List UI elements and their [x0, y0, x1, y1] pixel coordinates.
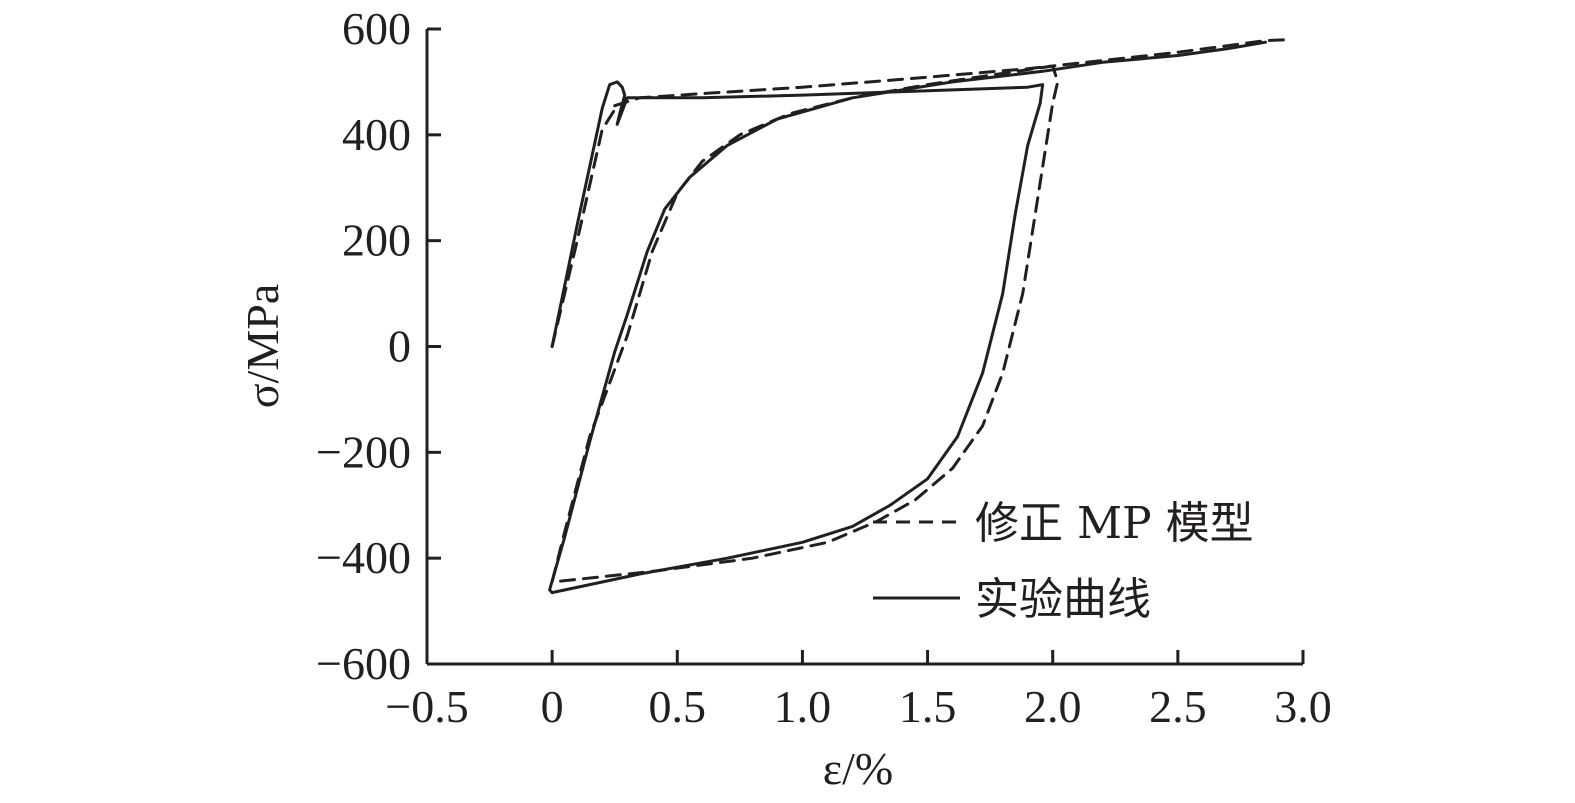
x-tick-label: 2.0	[1024, 681, 1082, 732]
series-layer	[548, 38, 1292, 595]
x-tick-label: 3.0	[1274, 681, 1332, 732]
y-tick-label: 0	[388, 321, 411, 372]
y-tick-label: −400	[316, 532, 411, 583]
y-tick-label: 200	[342, 215, 411, 266]
x-tick-label: 0	[541, 681, 564, 732]
series-line-experiment	[548, 40, 1267, 595]
x-tick-label: −0.5	[385, 681, 468, 732]
x-tick-label: 2.5	[1149, 681, 1207, 732]
x-tick-label: 1.5	[899, 681, 957, 732]
y-axis-ticks: 600 400 200 0 −200 −400 −600	[316, 3, 441, 689]
axes	[425, 29, 1303, 666]
y-tick-label: 400	[342, 109, 411, 160]
legend-label-experiment: 实验曲线	[975, 574, 1151, 625]
y-tick-label: −600	[316, 638, 411, 689]
x-axis-ticks: −0.5 0 0.5 1.0 1.5 2.0 2.5 3.0	[385, 650, 1332, 732]
legend-label-model: 修正 MP 模型	[975, 498, 1254, 549]
y-tick-label: −200	[316, 426, 411, 477]
legend: 修正 MP 模型 实验曲线	[873, 498, 1254, 625]
y-axis-title: σ/MPa	[237, 284, 288, 408]
x-tick-label: 1.0	[774, 681, 832, 732]
x-axis-title: ε/%	[823, 743, 893, 794]
x-tick-label: 0.5	[649, 681, 707, 732]
y-tick-label: 600	[342, 3, 411, 54]
